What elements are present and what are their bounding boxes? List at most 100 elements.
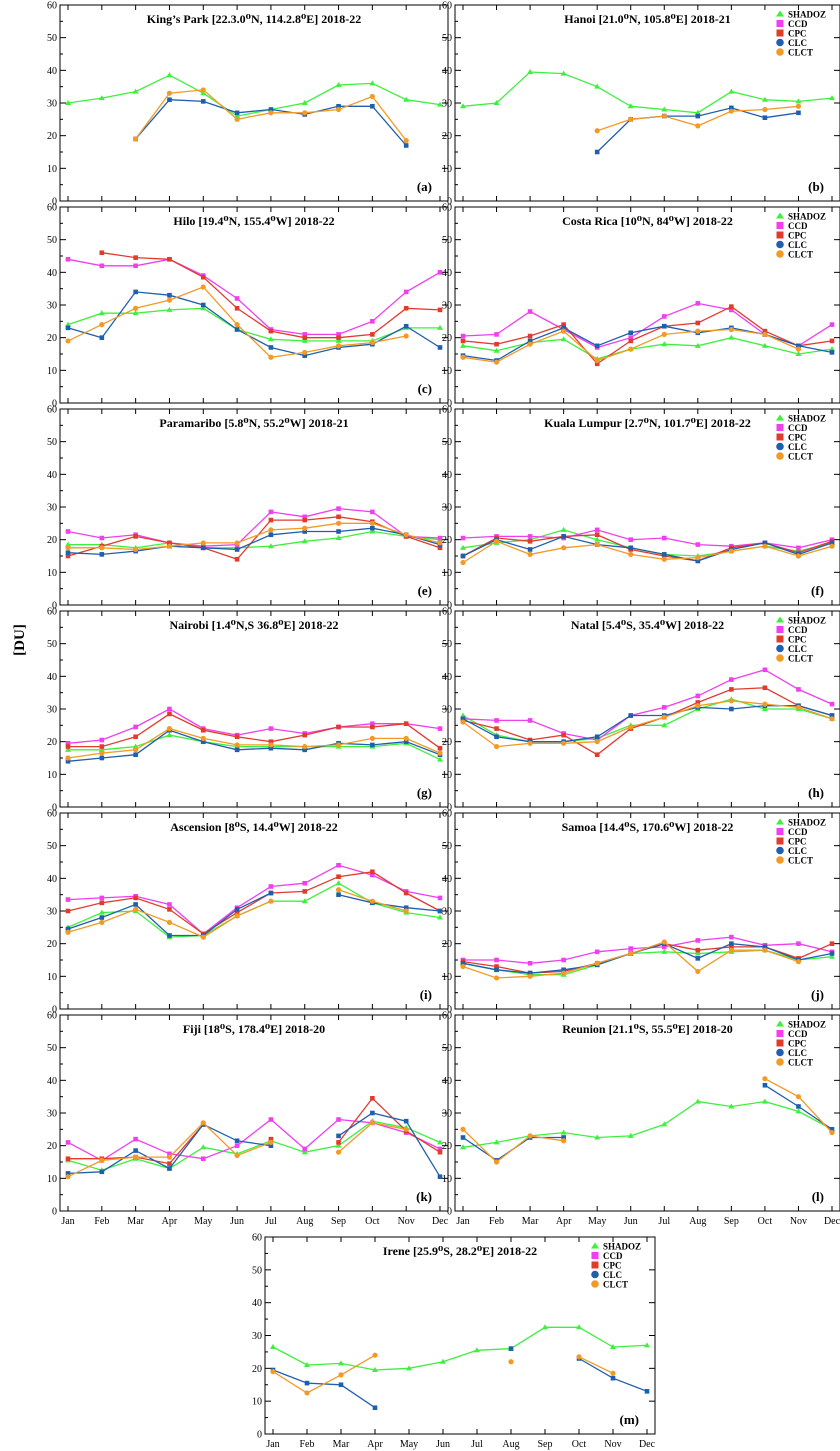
legend-label: CPC xyxy=(788,29,807,39)
data-point xyxy=(662,536,667,541)
data-point xyxy=(167,902,172,907)
data-point xyxy=(628,537,633,542)
data-point xyxy=(695,969,700,974)
y-tick-label: 10 xyxy=(47,770,57,781)
series-cpc xyxy=(100,250,443,340)
data-point xyxy=(695,329,700,334)
data-point xyxy=(628,552,633,557)
y-tick-label: 10 xyxy=(47,1174,57,1185)
legend-label: SHADOZ xyxy=(603,1242,641,1252)
data-point xyxy=(370,510,375,515)
data-point xyxy=(696,321,701,326)
data-point xyxy=(234,742,239,747)
data-point xyxy=(695,123,700,128)
y-tick-label: 0 xyxy=(447,1207,452,1218)
data-point xyxy=(167,257,172,262)
panel-h: 0102030405060Natal [5.4⁰S, 35.4⁰W] 2018-… xyxy=(442,607,840,814)
data-point xyxy=(66,897,71,902)
legend-label: CPC xyxy=(788,1039,807,1049)
y-tick-label: 10 xyxy=(442,1174,452,1185)
data-point xyxy=(628,330,633,335)
data-point xyxy=(66,529,71,534)
data-point xyxy=(66,326,71,331)
data-point xyxy=(370,743,375,748)
data-point xyxy=(796,111,801,116)
data-point xyxy=(234,540,239,545)
data-point xyxy=(133,1137,138,1142)
data-point xyxy=(373,1405,378,1410)
series-line xyxy=(68,75,440,116)
data-point xyxy=(336,1150,341,1155)
data-point xyxy=(166,72,172,77)
x-tick-label: Jan xyxy=(266,1439,279,1450)
data-point xyxy=(235,1143,240,1148)
data-point xyxy=(404,143,409,148)
panel-title: Reunion [21.1⁰S, 55.5⁰E] 2018-20 xyxy=(562,1022,733,1036)
data-point xyxy=(201,275,206,280)
data-point xyxy=(561,545,566,550)
series-line xyxy=(463,1102,832,1148)
y-tick-label: 50 xyxy=(47,639,57,650)
data-point xyxy=(100,250,105,255)
data-point xyxy=(494,734,499,739)
series-clct xyxy=(65,1120,408,1179)
data-point xyxy=(763,668,768,673)
legend-label: CLCT xyxy=(788,250,813,260)
data-point xyxy=(268,899,273,904)
data-point xyxy=(611,1376,616,1381)
data-point xyxy=(729,304,734,309)
data-point xyxy=(729,935,734,940)
data-point xyxy=(336,725,341,730)
data-point xyxy=(595,150,600,155)
y-tick-label: 10 xyxy=(442,366,452,377)
data-point xyxy=(269,345,274,350)
series-line xyxy=(463,307,832,364)
data-point xyxy=(460,560,465,565)
legend-marker xyxy=(776,11,784,17)
data-point xyxy=(66,909,71,914)
data-point xyxy=(66,257,71,262)
data-point xyxy=(662,939,667,944)
data-point xyxy=(201,87,206,92)
y-tick-label: 60 xyxy=(442,809,452,820)
data-point xyxy=(270,1344,276,1349)
data-point xyxy=(527,552,532,557)
y-tick-label: 40 xyxy=(442,470,452,481)
y-tick-label: 10 xyxy=(47,366,57,377)
data-point xyxy=(729,948,734,953)
y-tick-label: 50 xyxy=(442,437,452,448)
data-point xyxy=(269,884,274,889)
y-tick-label: 30 xyxy=(442,907,452,918)
data-point xyxy=(762,544,767,549)
legend-marker xyxy=(776,39,784,47)
data-point xyxy=(561,1138,566,1143)
data-point xyxy=(65,338,70,343)
data-point xyxy=(829,716,834,721)
series-line xyxy=(579,1357,613,1374)
data-point xyxy=(200,1144,206,1149)
legend-label: SHADOZ xyxy=(788,1020,826,1030)
data-point xyxy=(268,1140,273,1145)
legend-label: SHADOZ xyxy=(788,212,826,222)
legend-label: CLCT xyxy=(603,1280,628,1290)
data-point xyxy=(460,719,465,724)
plot-frame xyxy=(60,409,448,605)
data-point xyxy=(336,887,341,892)
series-line xyxy=(102,253,440,338)
data-point xyxy=(695,703,700,708)
x-tick-label: Feb xyxy=(94,1216,109,1227)
data-point xyxy=(201,284,206,289)
series-clc xyxy=(133,97,408,147)
data-point xyxy=(404,1127,409,1132)
legend-marker xyxy=(591,1243,599,1249)
y-tick-label: 60 xyxy=(47,405,57,416)
data-point xyxy=(336,335,341,340)
data-point xyxy=(796,1104,801,1109)
panel-title: Nairobi [1.4⁰N,S 36.8⁰E] 2018-22 xyxy=(170,618,339,632)
data-point xyxy=(336,107,341,112)
series-clct xyxy=(133,87,409,143)
legend: SHADOZCCDCPCCLCCLCT xyxy=(776,1020,826,1068)
data-point xyxy=(796,546,801,551)
legend-label: CCD xyxy=(788,19,808,29)
series-ccd xyxy=(461,301,835,350)
